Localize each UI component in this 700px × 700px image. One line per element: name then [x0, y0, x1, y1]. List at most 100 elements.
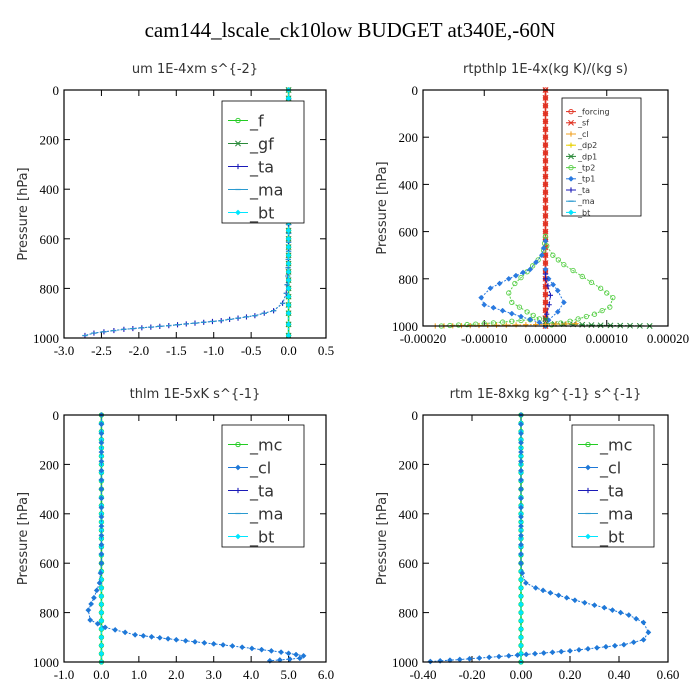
data-point	[490, 320, 497, 326]
legend: _f _gf _ta _ma _bt	[221, 100, 305, 224]
x-tick-label: -1.0	[203, 343, 224, 358]
x-tick-label: 0.20	[559, 667, 582, 682]
data-point	[550, 281, 557, 288]
data-point	[540, 587, 547, 594]
data-point	[98, 642, 105, 649]
x-tick-label: -1.5	[166, 343, 187, 358]
legend: _forcing _sf _cl _dp2 _dp1 _tp2 _tp1 _ta _ma _bt	[561, 97, 642, 217]
data-point	[102, 624, 109, 631]
data-point	[513, 322, 519, 328]
legend-swatch-marker	[235, 163, 241, 170]
data-point	[98, 650, 105, 657]
data-point	[542, 110, 549, 117]
y-tick-label: 200	[399, 457, 419, 472]
data-point	[98, 634, 105, 641]
data-point	[98, 541, 105, 548]
legend-entry: _sf	[577, 119, 589, 128]
y-tick-label: 1000	[392, 655, 418, 670]
legend: _mc _cl _ta _ma _bt	[571, 424, 655, 548]
data-point	[630, 639, 637, 646]
legend-swatch-marker	[235, 209, 241, 216]
data-point	[542, 315, 549, 322]
legend-entry: _forcing	[577, 107, 610, 116]
data-point	[633, 615, 640, 622]
data-point	[555, 592, 562, 599]
data-point	[98, 504, 105, 511]
data-point	[518, 458, 524, 465]
data-point	[220, 641, 227, 648]
legend-entry: _tp2	[577, 163, 595, 172]
data-point	[542, 157, 549, 164]
data-point	[602, 643, 609, 650]
data-point	[518, 626, 524, 633]
y-tick-label: 0	[412, 408, 419, 423]
data-point	[542, 276, 549, 282]
data-point	[545, 275, 552, 282]
data-point	[518, 576, 524, 583]
legend-swatch-marker	[235, 140, 241, 147]
y-axis-label: Pressure [hPa]	[16, 167, 31, 260]
data-point	[87, 617, 94, 623]
y-tick-label: 1000	[33, 655, 59, 670]
data-point	[532, 650, 538, 657]
data-point	[524, 309, 530, 315]
legend-swatch-marker	[235, 441, 241, 448]
data-point	[132, 631, 139, 638]
x-tick-label: -0.5	[241, 343, 262, 358]
data-point	[518, 449, 524, 456]
data-point	[499, 307, 506, 314]
data-point	[542, 126, 549, 133]
data-point	[625, 612, 632, 619]
data-point	[85, 607, 92, 614]
data-point	[481, 301, 488, 308]
data-point	[88, 601, 95, 607]
data-point	[645, 629, 652, 636]
legend-swatch-marker	[568, 187, 574, 193]
data-point	[165, 635, 172, 642]
data-point	[476, 655, 483, 662]
panel-rtpthlp: rtpthlp 1E-4x(kg K)/(kg s) Pressure [hPa]…	[375, 62, 689, 346]
plot-frame	[422, 89, 669, 327]
data-point	[518, 532, 524, 539]
series-tp1	[478, 238, 549, 329]
data-point	[518, 609, 524, 616]
legend-swatch-marker	[235, 533, 241, 540]
data-point	[285, 260, 292, 267]
data-point	[550, 252, 556, 258]
y-tick-label: 1000	[392, 319, 418, 334]
data-point	[518, 513, 524, 520]
x-tick-label: -0.00020	[400, 331, 447, 346]
data-point	[593, 644, 600, 651]
data-point	[285, 244, 292, 251]
y-tick-label: 800	[40, 281, 60, 296]
data-point	[518, 617, 524, 624]
data-point	[573, 321, 579, 327]
data-point	[591, 311, 598, 317]
data-point	[527, 316, 534, 323]
series-sf	[542, 87, 549, 329]
data-point	[98, 421, 105, 428]
data-point	[588, 279, 595, 285]
data-point	[542, 181, 549, 188]
data-point	[567, 647, 573, 654]
data-point	[518, 523, 524, 530]
data-point	[201, 639, 208, 646]
data-point	[509, 299, 515, 306]
data-point	[523, 651, 530, 658]
data-point	[268, 647, 275, 654]
data-point	[640, 636, 647, 643]
data-point	[94, 620, 101, 627]
data-point	[581, 599, 588, 606]
data-point	[495, 653, 502, 660]
legend-entry: _dp1	[577, 152, 597, 161]
data-point	[588, 322, 595, 328]
data-point	[98, 532, 105, 539]
data-point	[98, 601, 105, 608]
legend-entry: _cl	[577, 130, 589, 139]
data-point	[98, 560, 105, 567]
data-point	[518, 584, 524, 591]
data-point	[518, 650, 524, 657]
legend-swatch-marker	[568, 175, 574, 182]
data-point	[519, 570, 526, 577]
panel-title: rtm 1E-8xkg kg^{-1} s^{-1}	[450, 387, 642, 402]
